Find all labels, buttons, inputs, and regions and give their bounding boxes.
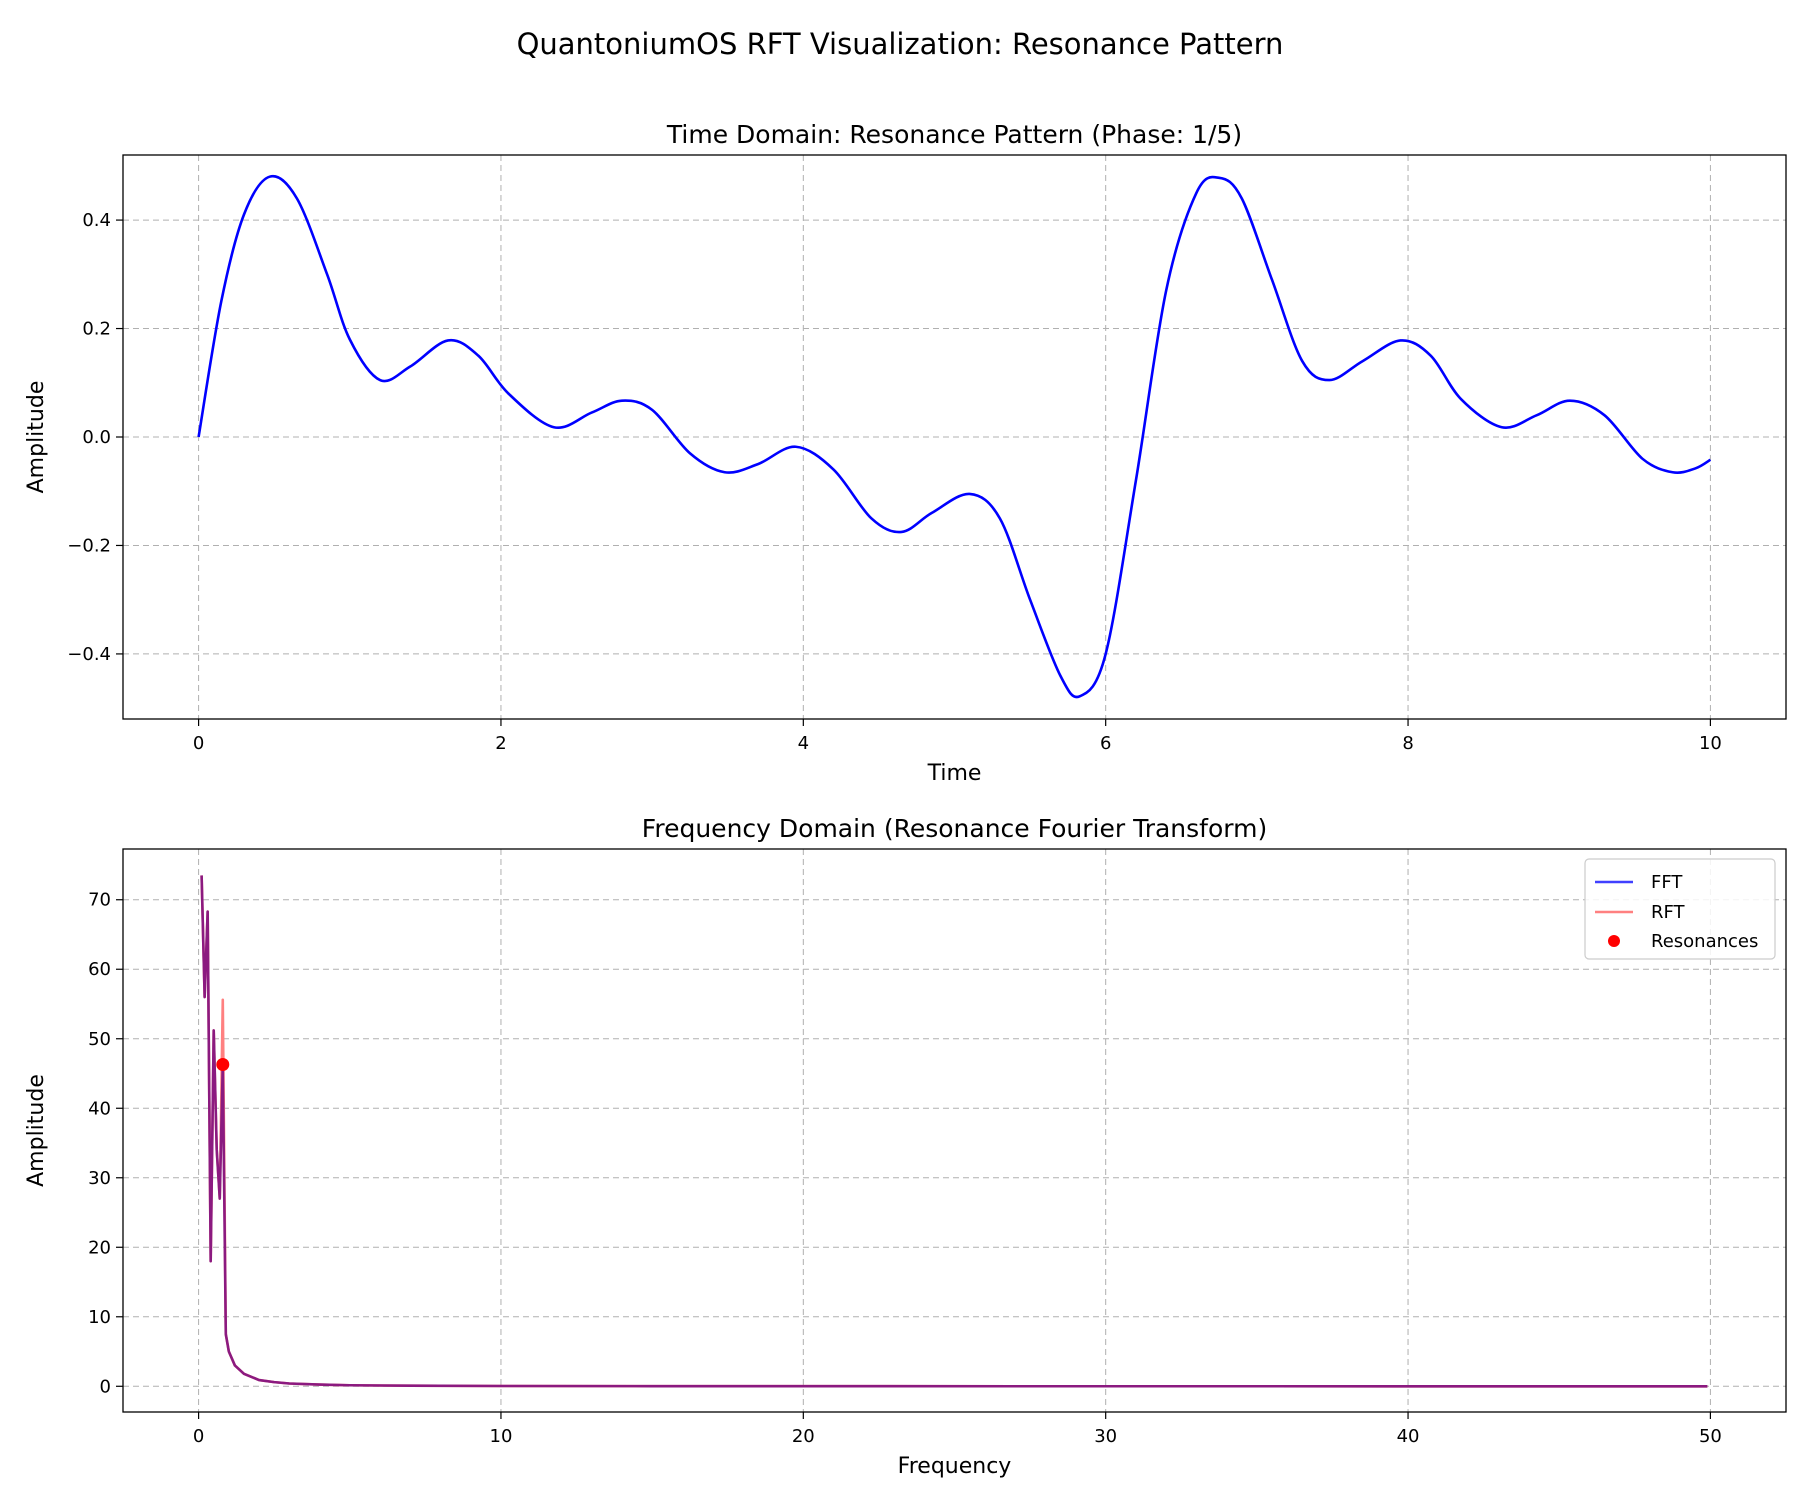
freq-xtick-label: 20	[792, 1426, 815, 1447]
resonance-point	[216, 1057, 230, 1071]
freq-y-axis-label: Amplitude	[24, 1074, 49, 1187]
time-xtick-label: 2	[495, 733, 506, 754]
freq-xtick-label: 0	[193, 1426, 204, 1447]
freq-ytick-label: 0	[100, 1376, 111, 1397]
time-xtick-label: 4	[798, 733, 809, 754]
time-xtick-label: 10	[1699, 733, 1722, 754]
fft-series-line	[200, 875, 1708, 1388]
freq-ytick-label: 50	[88, 1029, 111, 1050]
freq-ytick-label: 40	[88, 1098, 111, 1119]
time-y-axis-label: Amplitude	[24, 381, 49, 494]
time-ytick-label: −0.2	[67, 535, 111, 556]
time-xtick-label: 8	[1402, 733, 1413, 754]
freq-xtick-label: 10	[490, 1426, 513, 1447]
time-series-layer	[197, 174, 1712, 699]
legend-rft-label: RFT	[1651, 902, 1686, 923]
freq-ytick-label: 10	[88, 1307, 111, 1328]
time-ticks: 0 2 4 6 8 10 −0.4 −0.2 0.0 0.2 0.4	[67, 210, 1722, 754]
freq-ytick-label: 20	[88, 1237, 111, 1258]
legend-resonances-label: Resonances	[1651, 931, 1758, 952]
legend-resonances-marker	[1608, 935, 1620, 947]
freq-series-layer	[200, 875, 1708, 1388]
time-series-line	[197, 174, 1712, 699]
frequency-domain-panel: 0 10 20 30 40 50 0 10 20 30 40 50 60 70 Frequency Dom…	[24, 814, 1787, 1479]
figure-title: QuantoniumOS RFT Visualization: Resonanc…	[517, 27, 1284, 61]
time-ytick-label: −0.4	[67, 644, 111, 665]
time-grid	[123, 155, 1786, 719]
legend: FFT RFT Resonances	[1584, 858, 1776, 960]
freq-x-axis-label: Frequency	[898, 1454, 1012, 1479]
freq-ticks: 0 10 20 30 40 50 0 10 20 30 40 50 60 70	[88, 890, 1722, 1447]
freq-ytick-label: 30	[88, 1168, 111, 1189]
time-ytick-label: 0.4	[82, 210, 111, 231]
time-domain-panel: 0 2 4 6 8 10 −0.4 −0.2 0.0 0.2 0.4 Time Domain: Re…	[24, 120, 1787, 786]
freq-axes-frame	[122, 848, 1787, 1413]
time-xtick-label: 6	[1100, 733, 1111, 754]
freq-panel-title: Frequency Domain (Resonance Fourier Tran…	[642, 814, 1267, 843]
freq-xtick-label: 40	[1397, 1426, 1420, 1447]
legend-fft-label: FFT	[1651, 872, 1683, 893]
freq-xtick-label: 50	[1699, 1426, 1722, 1447]
time-x-axis-label: Time	[927, 761, 982, 786]
time-ytick-label: 0.2	[82, 319, 111, 340]
time-xtick-label: 0	[193, 733, 204, 754]
time-ytick-label: 0.0	[82, 427, 111, 448]
freq-xtick-label: 30	[1094, 1426, 1117, 1447]
freq-ytick-label: 70	[88, 890, 111, 911]
time-panel-title: Time Domain: Resonance Pattern (Phase: 1…	[666, 120, 1242, 149]
legend-box	[1584, 858, 1776, 960]
freq-ytick-label: 60	[88, 959, 111, 980]
